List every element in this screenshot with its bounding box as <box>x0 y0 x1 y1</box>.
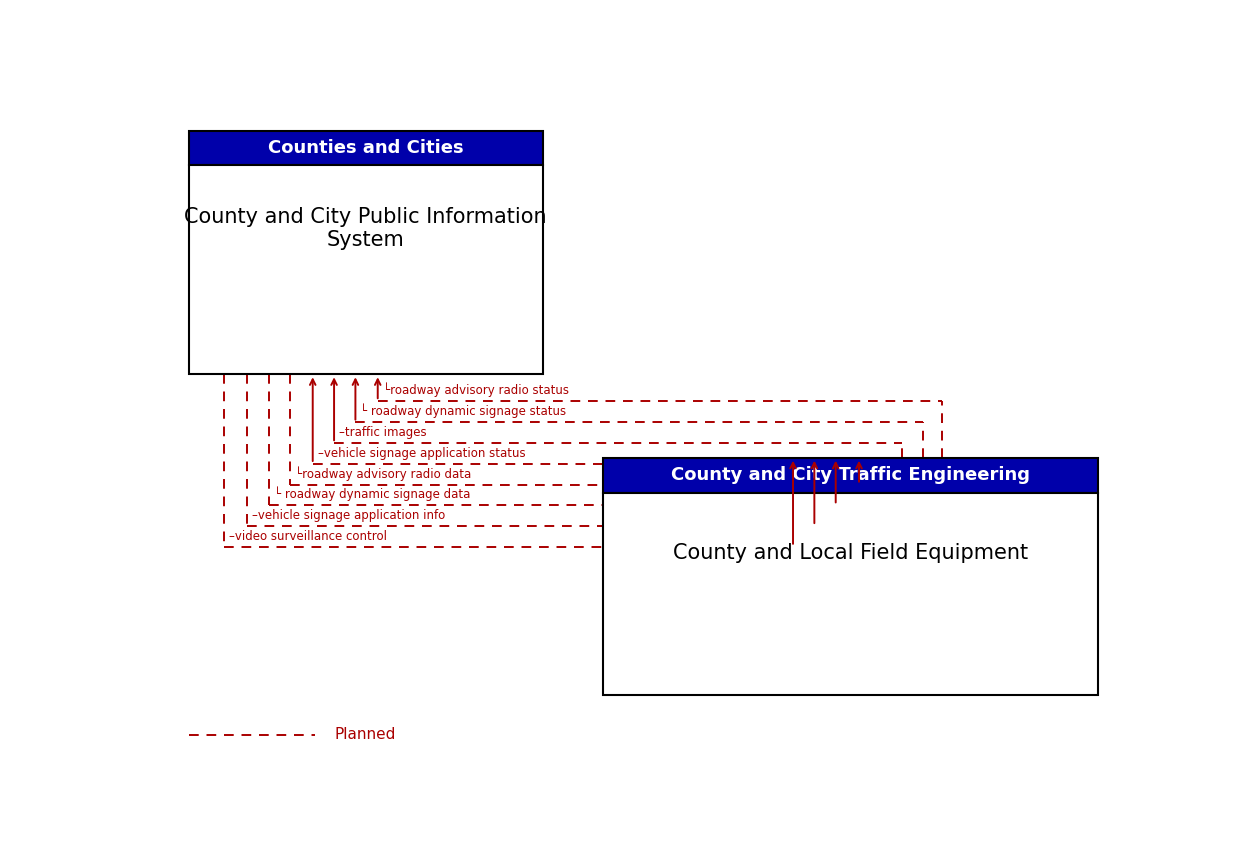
Text: └roadway advisory radio status: └roadway advisory radio status <box>383 382 568 397</box>
Bar <box>602 492 1098 694</box>
Text: Planned: Planned <box>334 727 396 742</box>
Bar <box>189 166 542 375</box>
Text: └ roadway dynamic signage data: └ roadway dynamic signage data <box>274 486 471 501</box>
Text: County and City Public Information
System: County and City Public Information Syste… <box>184 206 547 250</box>
Bar <box>602 458 1098 492</box>
Text: Counties and Cities: Counties and Cities <box>268 139 463 157</box>
Text: –video surveillance control: –video surveillance control <box>229 530 387 543</box>
Text: └ roadway dynamic signage status: └ roadway dynamic signage status <box>361 404 566 419</box>
Text: County and Local Field Equipment: County and Local Field Equipment <box>672 544 1028 564</box>
Text: County and City Traffic Engineering: County and City Traffic Engineering <box>671 466 1029 485</box>
Text: └roadway advisory radio data: └roadway advisory radio data <box>295 466 472 480</box>
Bar <box>189 131 542 166</box>
Text: –traffic images: –traffic images <box>339 427 427 440</box>
Text: –vehicle signage application status: –vehicle signage application status <box>318 447 525 460</box>
Text: –vehicle signage application info: –vehicle signage application info <box>252 509 444 522</box>
